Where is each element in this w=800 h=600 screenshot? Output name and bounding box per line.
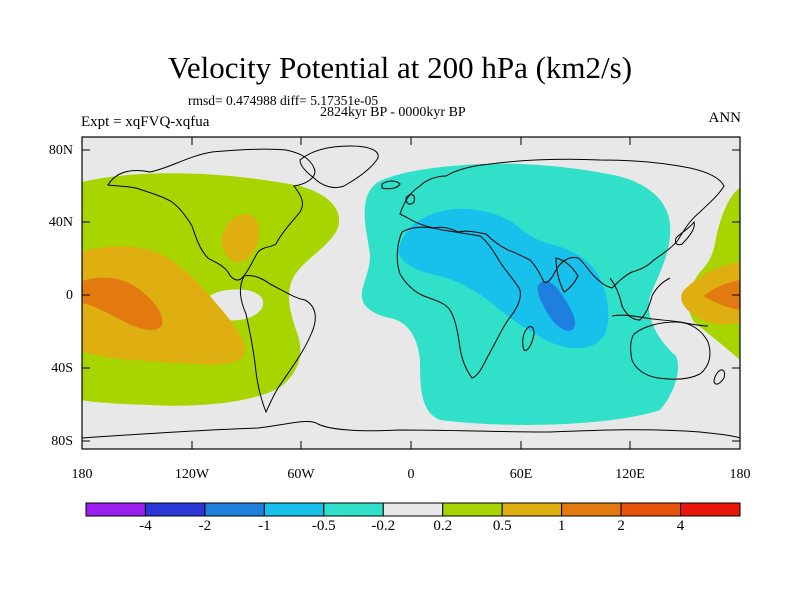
australia-coast <box>630 321 711 380</box>
lat-label-0: 0 <box>66 288 73 303</box>
greenland-coast <box>299 145 379 189</box>
colorbar <box>85 502 741 517</box>
colorbar-box-10 <box>680 502 741 517</box>
colorbar-box-9 <box>620 502 682 517</box>
colorbar-label: 1 <box>557 518 566 534</box>
colorbar-label: 0.2 <box>433 518 453 534</box>
gold-region-caribbean <box>221 214 260 262</box>
japan-coast <box>675 220 695 246</box>
colorbar-label: -2 <box>198 518 212 534</box>
lon-label-60e: 60E <box>509 467 533 482</box>
lon-label-180-east: 180 <box>729 467 751 482</box>
stats-text: rmsd= 0.474988 diff= 5.17351e-05 <box>188 93 379 108</box>
colorbar-box-8 <box>561 502 622 517</box>
colorbar-box-0 <box>85 502 146 517</box>
colorbar-label: -0.2 <box>371 518 396 534</box>
orange-region-westpacific <box>704 280 740 310</box>
southeast-asia-coast <box>609 277 671 321</box>
indian-subcontinent-coast <box>555 257 579 293</box>
south-america-coast <box>239 275 316 414</box>
lat-label-40n: 40N <box>48 215 73 230</box>
new-zealand-coast <box>713 369 725 385</box>
lon-label-180-west: 180 <box>71 467 93 482</box>
plot-title: Velocity Potential at 200 hPa (km2/s) <box>167 50 633 85</box>
lat-label-80s: 80S <box>51 434 73 449</box>
orange-region-pacific <box>82 277 163 331</box>
madagascar-coast <box>522 326 535 351</box>
lon-label-0: 0 <box>407 467 415 482</box>
lon-label-120e: 120E <box>615 467 645 482</box>
british-isles-coast <box>405 194 415 205</box>
north-america-coast <box>107 148 316 281</box>
blue-region-indian <box>537 281 576 331</box>
experiment-text: Expt = xqFVQ-xqfua <box>81 114 210 130</box>
colorbar-label: 4 <box>676 518 685 534</box>
colorbar-box-5 <box>382 502 444 517</box>
colorbar-label: 0.5 <box>492 518 512 534</box>
iceland-coast <box>381 180 401 190</box>
lon-label-60w: 60W <box>287 467 315 482</box>
gold-region-pacific <box>82 246 246 365</box>
colorbar-box-3 <box>263 502 325 517</box>
antarctica-coast <box>82 421 740 439</box>
season-label: ANN <box>708 110 742 126</box>
indonesia-coast <box>611 314 709 327</box>
colorbar-box-4 <box>323 502 384 517</box>
lon-label-120w: 120W <box>174 467 210 482</box>
colorbar-box-6 <box>442 502 503 517</box>
colorbar-label: 2 <box>617 518 625 534</box>
colorbar-box-7 <box>501 502 563 517</box>
contour-field <box>82 137 740 449</box>
coastlines <box>82 145 740 439</box>
eurasia-coast <box>399 158 725 289</box>
period-text: 2824kyr BP - 0000kyr BP <box>320 105 466 120</box>
colorbar-box-1 <box>144 502 206 517</box>
colorbar-label: -0.5 <box>311 518 336 534</box>
axis-ticks <box>82 137 740 449</box>
africa-coast <box>396 226 521 379</box>
lat-label-80n: 80N <box>48 143 73 158</box>
lat-label-40s: 40S <box>51 361 73 376</box>
colorbar-label: -4 <box>139 518 152 534</box>
colorbar-box-2 <box>204 502 265 517</box>
colorbar-label: -1 <box>258 518 271 534</box>
